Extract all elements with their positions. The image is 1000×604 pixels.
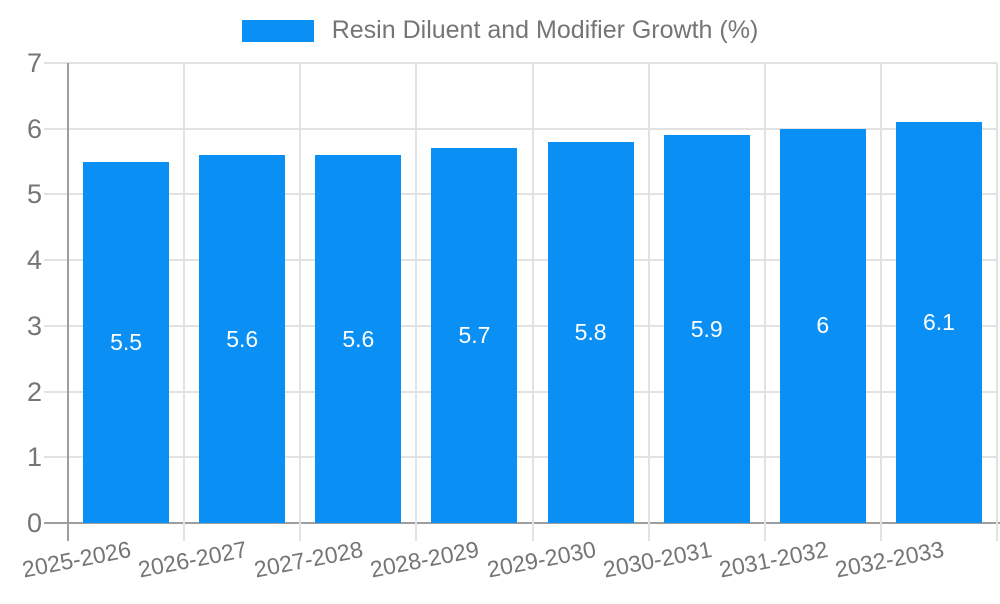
bar-value-label: 6: [816, 312, 830, 339]
x-gridline: [531, 63, 534, 541]
bar: 5.6: [315, 155, 402, 523]
y-gridline: [44, 127, 997, 130]
y-gridline: [44, 456, 997, 459]
y-axis-line: [67, 63, 69, 541]
bar: 6: [779, 128, 866, 523]
y-tick-label: 5: [26, 179, 42, 210]
y-tick-label: 4: [26, 245, 42, 276]
bar: 6.1: [895, 122, 982, 523]
y-gridline: [44, 193, 997, 196]
legend-swatch: [241, 19, 314, 42]
y-tick-label: 3: [26, 310, 42, 341]
bar-value-label: 5.6: [342, 325, 375, 352]
y-gridline: [44, 324, 997, 327]
x-axis-line: [44, 522, 1000, 524]
y-gridline: [44, 259, 997, 262]
bar: 5.6: [199, 155, 286, 523]
y-tick-label: 1: [26, 442, 42, 473]
bar-value-label: 5.8: [574, 318, 607, 345]
bar: 5.8: [547, 141, 634, 523]
x-gridline: [415, 63, 418, 541]
y-tick-label: 0: [26, 508, 42, 538]
bar: 5.9: [663, 135, 750, 523]
y-gridline: [44, 390, 997, 393]
bar: 5.7: [431, 148, 518, 523]
x-gridline: [183, 63, 186, 541]
x-gridline: [647, 63, 650, 541]
bar-value-label: 5.6: [226, 325, 259, 352]
bar: 5.5: [83, 161, 170, 523]
bar-value-label: 5.5: [110, 328, 143, 355]
bar-value-label: 6.1: [922, 309, 955, 336]
y-tick-label: 6: [26, 113, 42, 144]
legend-label: Resin Diluent and Modifier Growth (%): [331, 16, 759, 44]
x-gridline: [299, 63, 302, 541]
legend: Resin Diluent and Modifier Growth (%): [0, 16, 1000, 45]
y-gridline: [44, 62, 997, 64]
bar-value-label: 5.7: [458, 322, 491, 349]
bar-value-label: 5.9: [690, 315, 723, 342]
x-gridline: [996, 63, 998, 541]
y-tick-label: 2: [26, 376, 42, 407]
x-gridline: [879, 63, 882, 541]
x-gridline: [763, 63, 766, 541]
y-tick-label: 7: [26, 48, 42, 78]
